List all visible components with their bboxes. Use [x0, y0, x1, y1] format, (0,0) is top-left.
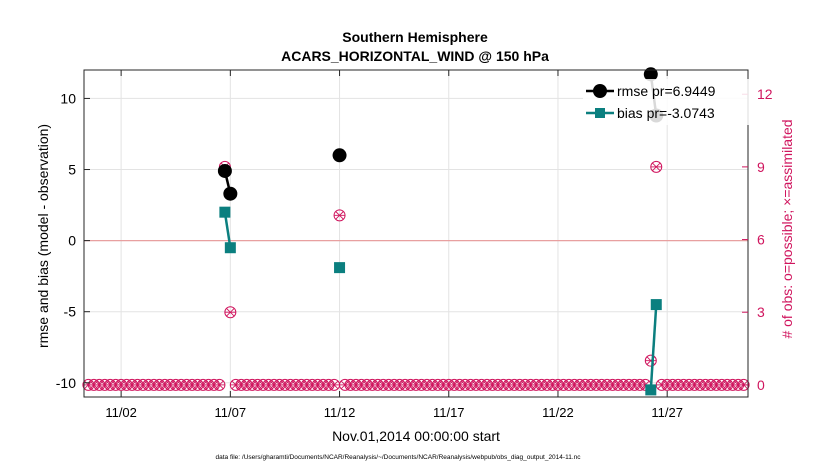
- legend-rmse-label: rmse pr=6.9449: [617, 83, 716, 99]
- chart-subtitle: ACARS_HORIZONTAL_WIND @ 150 hPa: [281, 48, 549, 64]
- chart-title: Southern Hemisphere: [342, 29, 488, 45]
- x-tick-label: 11/22: [542, 405, 574, 420]
- obs-count-marker: [650, 160, 663, 173]
- y-right-tick-label: 6: [757, 232, 765, 248]
- rmse-point: [332, 148, 347, 163]
- legend-rmse-marker: [593, 84, 607, 98]
- y-axis-right-ticks: 0 3 6 9 12: [742, 86, 773, 393]
- y-axis-left-ticks: 10 5 0 -5 -10: [56, 90, 90, 391]
- bias-point: [650, 299, 662, 311]
- bias-point: [334, 262, 346, 274]
- x-tick-label: 11/12: [324, 405, 356, 420]
- bias-point: [224, 242, 236, 254]
- y-axis-right-label: # of obs: o=possible; ×=assimilated: [779, 119, 795, 338]
- obs-count-marker: [333, 209, 346, 222]
- y-left-tick-label: 0: [68, 233, 76, 249]
- obs-count-marker: [644, 354, 657, 367]
- x-tick-label: 11/27: [651, 405, 683, 420]
- bias-point: [645, 384, 657, 396]
- x-axis-label: Nov.01,2014 00:00:00 start: [332, 428, 500, 444]
- x-tick-label: 11/07: [215, 405, 247, 420]
- obs-count-marker: [328, 378, 341, 391]
- obs-count-marker: [224, 306, 237, 319]
- y-right-tick-label: 9: [757, 159, 765, 175]
- rmse-point: [217, 163, 232, 178]
- legend-bias-marker: [595, 108, 605, 118]
- legend-box: [583, 79, 749, 125]
- bias-point: [219, 206, 231, 218]
- legend-bias-label: bias pr=-3.0743: [617, 105, 715, 121]
- y-left-tick-label: -5: [64, 304, 77, 320]
- obs-count-marker: [213, 378, 226, 391]
- y-left-tick-label: 10: [60, 90, 76, 106]
- y-left-tick-label: -10: [56, 375, 76, 391]
- y-left-tick-label: 5: [68, 162, 76, 178]
- x-tick-label: 11/02: [105, 405, 137, 420]
- rmse-point: [223, 186, 238, 201]
- legend: rmse pr=6.9449 bias pr=-3.0743: [583, 79, 749, 125]
- obs-count-markers: [82, 160, 750, 391]
- y-right-tick-label: 3: [757, 304, 765, 320]
- y-axis-left-label: rmse and bias (model - observation): [35, 124, 51, 348]
- y-right-tick-label: 0: [757, 377, 765, 393]
- data-file-footer: data file: /Users/gharamti/Documents/NCA…: [216, 454, 582, 461]
- bias-line-segment: [649, 304, 658, 390]
- rmse-point: [643, 67, 658, 82]
- x-tick-label: 11/17: [433, 405, 465, 420]
- x-axis-ticks: 11/02 11/07 11/12 11/17 11/22 11/27: [105, 70, 683, 420]
- y-right-tick-label: 12: [757, 86, 773, 102]
- plot-frame: [83, 69, 749, 398]
- bias-line-segment: [223, 211, 232, 248]
